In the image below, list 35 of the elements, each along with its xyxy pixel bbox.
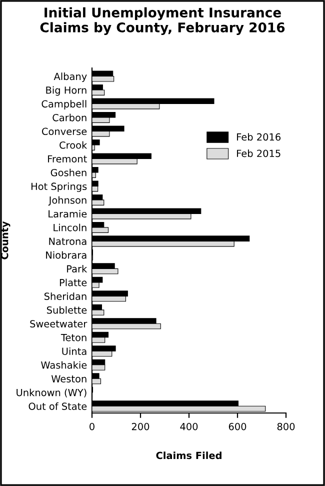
y-tick-label: Teton (60, 334, 86, 342)
y-tick-label: Unknown (WY) (16, 388, 86, 398)
y-tick-label: Niobrara (46, 251, 86, 259)
y-tick-label: Sublette (46, 306, 87, 314)
x-tick-label: 600 (228, 422, 246, 430)
y-tick-label: Platte (60, 278, 87, 286)
y-tick-label: Out of State (28, 402, 87, 410)
y-tick-label: Laramie (48, 210, 87, 218)
y-tick-label: Hot Springs (31, 182, 87, 192)
legend-label: Feb 2015 (237, 150, 280, 158)
y-tick-label: Sweetwater (30, 320, 88, 328)
x-tick-label: 800 (277, 422, 295, 430)
y-axis-title: County (0, 221, 10, 260)
y-tick-label: Fremont (48, 155, 87, 163)
y-tick-label: Johnson (48, 196, 86, 206)
y-tick-label: Goshen (50, 168, 86, 176)
y-tick-label: Campbell (42, 100, 86, 110)
y-tick-label: Crook (60, 141, 88, 149)
y-tick-label: Lincoln (54, 224, 86, 232)
y-tick-label: Weston (51, 375, 86, 382)
y-tick-label: Natrona (49, 238, 86, 246)
y-tick-label: Uinta (62, 347, 86, 355)
x-tick-label: 400 (180, 422, 198, 430)
x-tick-label: 0 (90, 422, 94, 430)
y-tick-label: Big Horn (46, 86, 86, 96)
y-tick-label: Albany (54, 72, 87, 82)
y-tick-label: Converse (42, 128, 87, 136)
legend-label: Feb 2016 (237, 133, 281, 141)
y-tick-label: Park (67, 264, 88, 273)
y-tick-label: Carbon (52, 114, 86, 122)
chart-title: Initial Unemployment Insurance Claims by County, February 2016 (40, 7, 285, 36)
x-tick-label: 200 (132, 422, 150, 430)
y-tick-label: Washakie (41, 361, 87, 369)
y-tick-label: Sheridan (44, 292, 86, 300)
x-axis-title: Claims Filed (156, 452, 222, 460)
